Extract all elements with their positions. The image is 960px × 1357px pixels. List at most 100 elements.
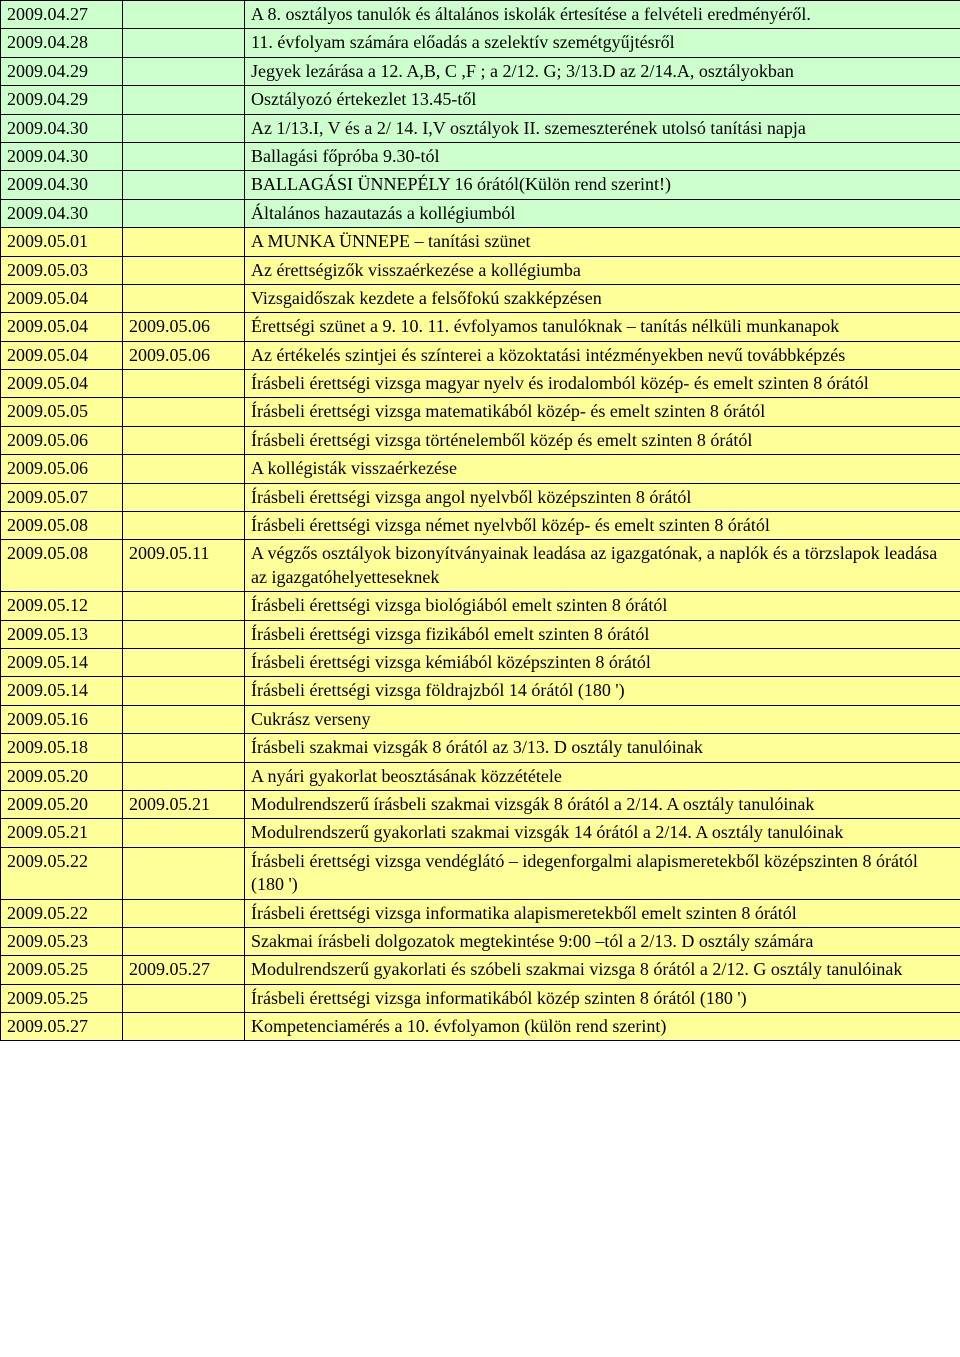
date-start-cell: 2009.05.27	[1, 1013, 123, 1041]
table-row: 2009.05.01 A MUNKA ÜNNEPE – tanítási szün…	[1, 228, 960, 256]
table-row: 2009.05.04Vizsgaidőszak kezdete a felsőf…	[1, 284, 960, 312]
table-row: 2009.04.30Az 1/13.I, V és a 2/ 14. I,V o…	[1, 114, 960, 142]
date-end-cell	[123, 648, 245, 676]
date-start-cell: 2009.04.30	[1, 114, 123, 142]
description-cell: Osztályozó értekezlet 13.45-től	[245, 86, 960, 114]
date-end-cell	[123, 426, 245, 454]
date-start-cell: 2009.04.30	[1, 199, 123, 227]
table-row: 2009.04.30 Általános hazautazás a kollégi…	[1, 199, 960, 227]
date-end-cell: 2009.05.21	[123, 790, 245, 818]
table-row: 2009.05.25 Írásbeli érettségi vizsga info…	[1, 984, 960, 1012]
description-cell: Szakmai írásbeli dolgozatok megtekintése…	[245, 927, 960, 955]
date-start-cell: 2009.05.20	[1, 790, 123, 818]
table-row: 2009.04.27 A 8. osztályos tanulók és álta…	[1, 1, 960, 29]
table-row: 2009.04.28 11. évfolyam számára előadás a…	[1, 29, 960, 57]
table-row: 2009.05.14Írásbeli érettségi vizsga kémi…	[1, 648, 960, 676]
date-end-cell	[123, 847, 245, 899]
date-start-cell: 2009.05.22	[1, 899, 123, 927]
date-start-cell: 2009.05.04	[1, 313, 123, 341]
table-row: 2009.05.22Írásbeli érettségi vizsga vend…	[1, 847, 960, 899]
date-end-cell	[123, 86, 245, 114]
date-end-cell	[123, 592, 245, 620]
table-row: 2009.04.29 Osztályozó értekezlet 13.45-tő…	[1, 86, 960, 114]
description-cell: 11. évfolyam számára előadás a szelektív…	[245, 29, 960, 57]
table-row: 2009.05.252009.05.27Modulrendszerű gyako…	[1, 956, 960, 984]
date-start-cell: 2009.04.29	[1, 57, 123, 85]
date-start-cell: 2009.04.29	[1, 86, 123, 114]
description-cell: A MUNKA ÜNNEPE – tanítási szünet	[245, 228, 960, 256]
table-row: 2009.05.06 A kollégisták visszaérkezése	[1, 455, 960, 483]
description-cell: Érettségi szünet a 9. 10. 11. évfolyamos…	[245, 313, 960, 341]
date-end-cell	[123, 228, 245, 256]
table-row: 2009.05.13 Írásbeli érettségi vizsga fizi…	[1, 620, 960, 648]
description-cell: Modulrendszerű írásbeli szakmai vizsgák …	[245, 790, 960, 818]
date-end-cell	[123, 819, 245, 847]
description-cell: A 8. osztályos tanulók és általános isko…	[245, 1, 960, 29]
description-cell: Az értékelés szintjei és színterei a köz…	[245, 341, 960, 369]
table-row: 2009.04.30 BALLAGÁSI ÜNNEPÉLY 16 órától(K…	[1, 171, 960, 199]
date-start-cell: 2009.05.18	[1, 734, 123, 762]
date-end-cell	[123, 984, 245, 1012]
description-cell: A kollégisták visszaérkezése	[245, 455, 960, 483]
description-cell: Cukrász verseny	[245, 705, 960, 733]
date-start-cell: 2009.05.04	[1, 370, 123, 398]
date-end-cell	[123, 705, 245, 733]
table-row: 2009.05.12Írásbeli érettségi vizsga biol…	[1, 592, 960, 620]
description-cell: Modulrendszerű gyakorlati szakmai vizsgá…	[245, 819, 960, 847]
table-row: 2009.05.08Írásbeli érettségi vizsga néme…	[1, 512, 960, 540]
description-cell: BALLAGÁSI ÜNNEPÉLY 16 órától(Külön rend …	[245, 171, 960, 199]
date-start-cell: 2009.05.04	[1, 284, 123, 312]
table-row: 2009.05.03 Az érettségizők visszaérkezése…	[1, 256, 960, 284]
date-end-cell	[123, 899, 245, 927]
date-start-cell: 2009.04.30	[1, 171, 123, 199]
description-cell: Írásbeli érettségi vizsga angol nyelvből…	[245, 483, 960, 511]
description-cell: Modulrendszerű gyakorlati és szóbeli sza…	[245, 956, 960, 984]
table-row: 2009.05.06 Írásbeli érettségi vizsga tört…	[1, 426, 960, 454]
date-end-cell	[123, 256, 245, 284]
description-cell: Írásbeli érettségi vizsga fizikából emel…	[245, 620, 960, 648]
date-end-cell	[123, 1013, 245, 1041]
description-cell: A nyári gyakorlat beosztásának közzététe…	[245, 762, 960, 790]
description-cell: Írásbeli érettségi vizsga kémiából közép…	[245, 648, 960, 676]
date-end-cell	[123, 57, 245, 85]
description-cell: Írásbeli érettségi vizsga biológiából em…	[245, 592, 960, 620]
date-start-cell: 2009.05.07	[1, 483, 123, 511]
date-end-cell	[123, 199, 245, 227]
date-start-cell: 2009.05.06	[1, 426, 123, 454]
date-end-cell	[123, 398, 245, 426]
table-row: 2009.05.20 A nyári gyakorlat beosztásának…	[1, 762, 960, 790]
date-start-cell: 2009.05.20	[1, 762, 123, 790]
date-start-cell: 2009.05.03	[1, 256, 123, 284]
description-cell: Írásbeli érettségi vizsga történelemből …	[245, 426, 960, 454]
date-start-cell: 2009.04.30	[1, 142, 123, 170]
description-cell: Ballagási főpróba 9.30-tól	[245, 142, 960, 170]
date-start-cell: 2009.05.25	[1, 984, 123, 1012]
date-start-cell: 2009.05.01	[1, 228, 123, 256]
date-end-cell	[123, 114, 245, 142]
date-start-cell: 2009.05.14	[1, 677, 123, 705]
date-end-cell	[123, 142, 245, 170]
description-cell: Írásbeli érettségi vizsga magyar nyelv é…	[245, 370, 960, 398]
description-cell: Írásbeli érettségi vizsga földrajzból 14…	[245, 677, 960, 705]
table-row: 2009.05.042009.05.06Az értékelés szintje…	[1, 341, 960, 369]
description-cell: Az érettségizők visszaérkezése a kollégi…	[245, 256, 960, 284]
description-cell: Írásbeli érettségi vizsga informatikából…	[245, 984, 960, 1012]
date-start-cell: 2009.04.27	[1, 1, 123, 29]
date-end-cell	[123, 620, 245, 648]
table-row: 2009.05.07 Írásbeli érettségi vizsga ango…	[1, 483, 960, 511]
date-start-cell: 2009.05.06	[1, 455, 123, 483]
date-start-cell: 2009.05.04	[1, 341, 123, 369]
date-start-cell: 2009.05.25	[1, 956, 123, 984]
table-row: 2009.04.30 Ballagási főpróba 9.30-tól	[1, 142, 960, 170]
date-start-cell: 2009.05.13	[1, 620, 123, 648]
date-end-cell: 2009.05.27	[123, 956, 245, 984]
description-cell: Írásbeli érettségi vizsga informatika al…	[245, 899, 960, 927]
description-cell: Általános hazautazás a kollégiumból	[245, 199, 960, 227]
table-row: 2009.05.04 Írásbeli érettségi vizsga magy…	[1, 370, 960, 398]
description-cell: Kompetenciamérés a 10. évfolyamon (külön…	[245, 1013, 960, 1041]
table-row: 2009.05.16Cukrász verseny	[1, 705, 960, 733]
table-row: 2009.05.21Modulrendszerű gyakorlati szak…	[1, 819, 960, 847]
date-end-cell	[123, 927, 245, 955]
date-start-cell: 2009.05.05	[1, 398, 123, 426]
date-start-cell: 2009.04.28	[1, 29, 123, 57]
